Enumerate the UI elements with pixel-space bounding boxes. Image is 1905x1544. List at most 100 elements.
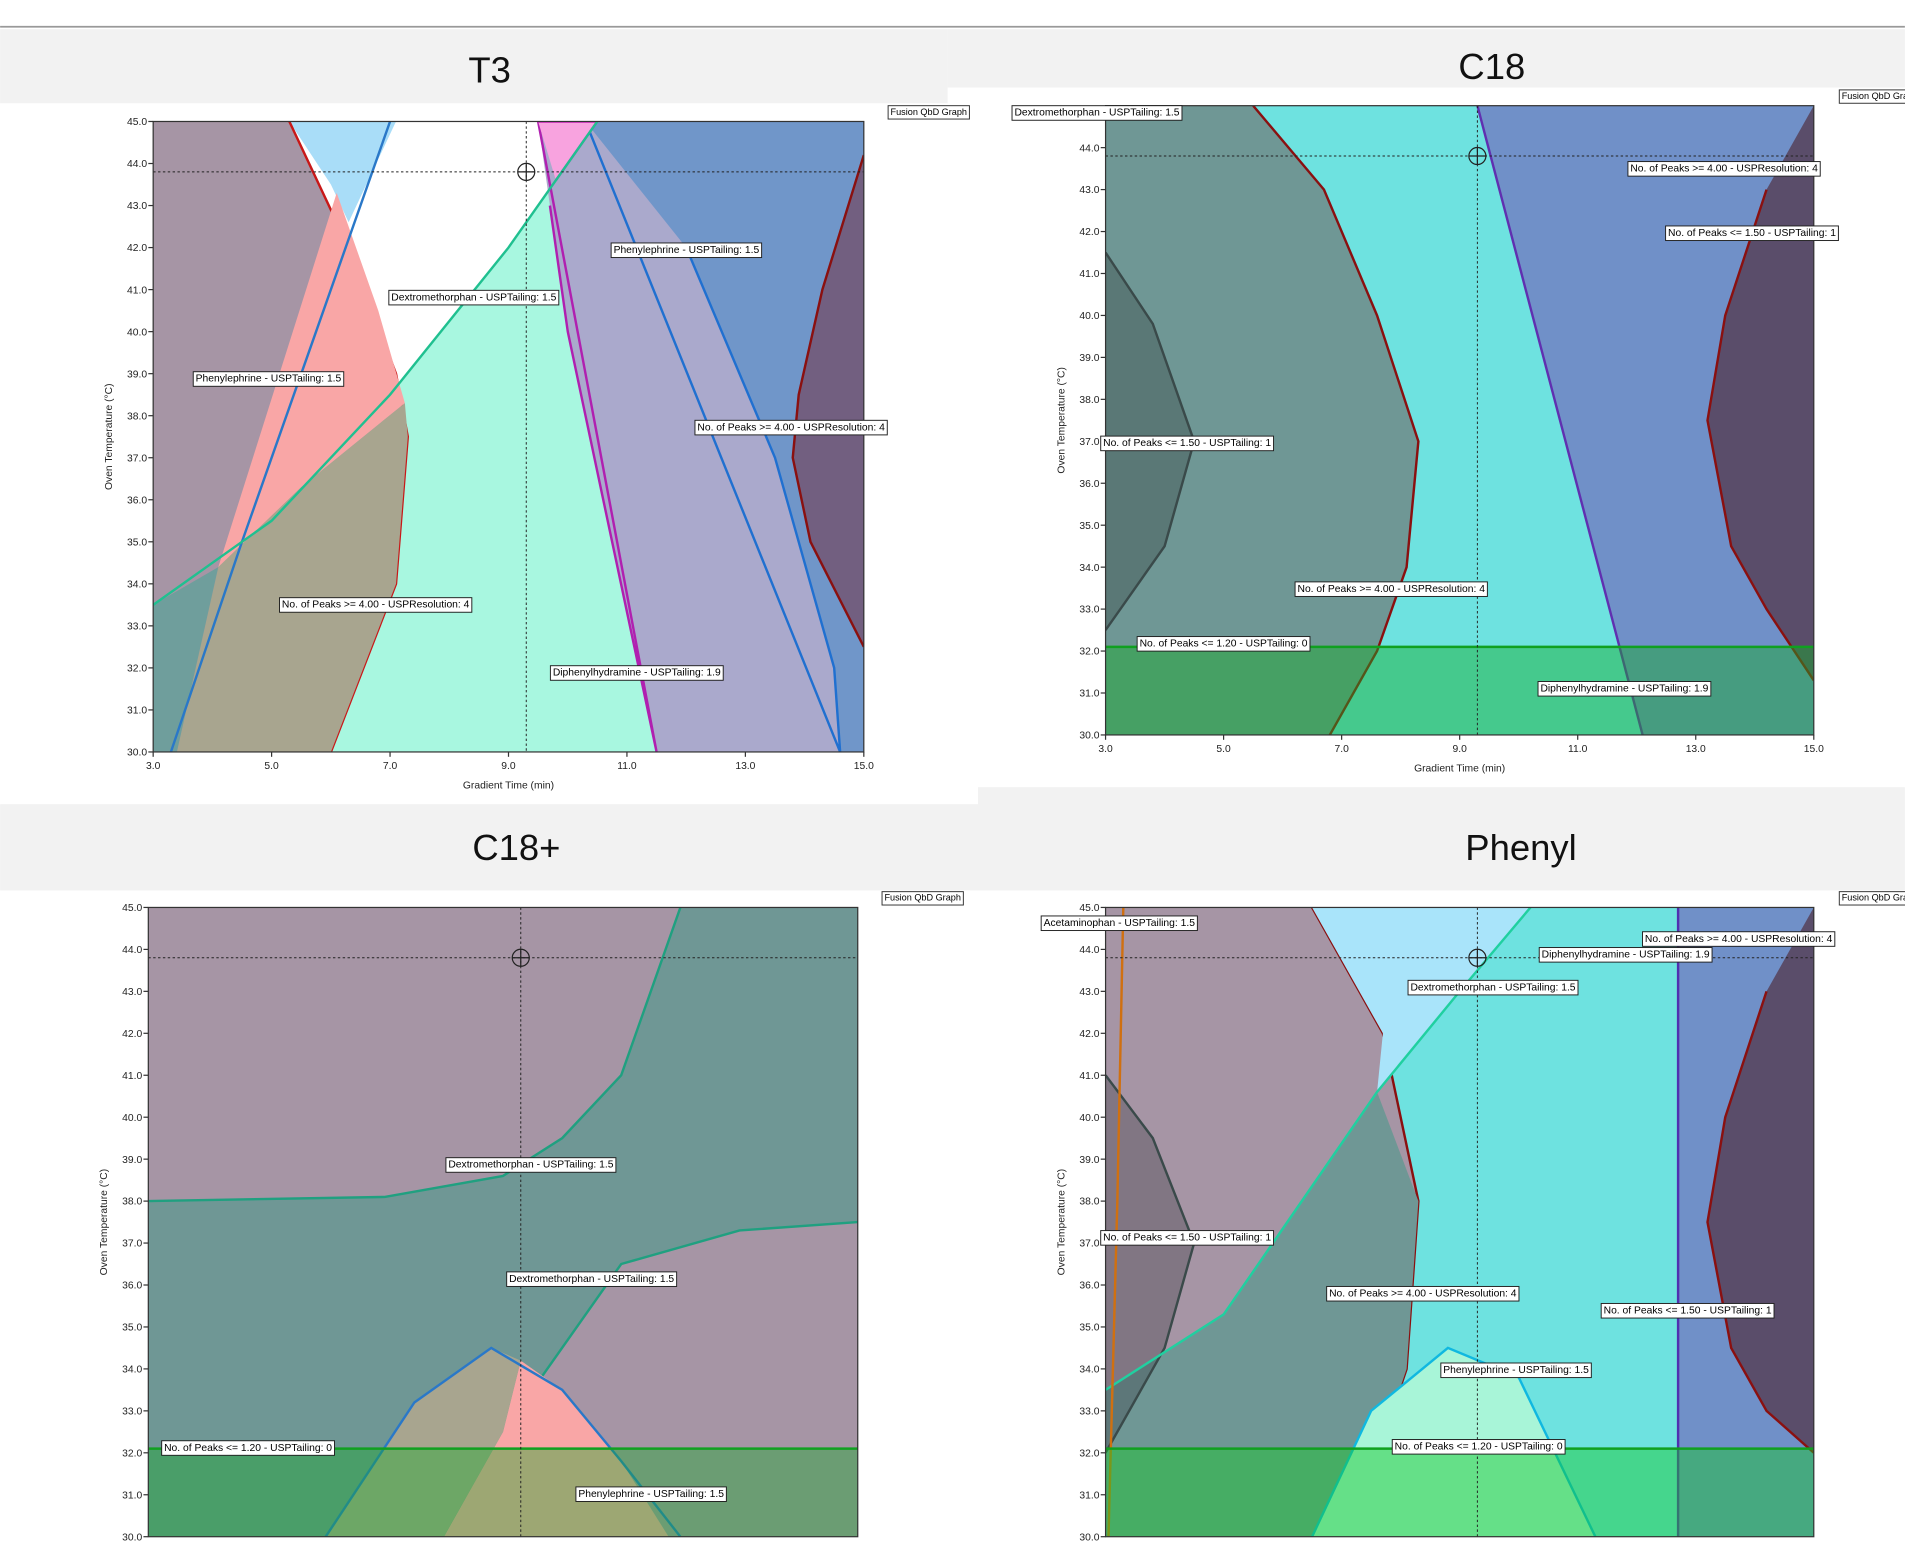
x-axis-label: Gradient Time (min)	[463, 780, 554, 791]
watermark-box	[1838, 891, 1905, 906]
boundary	[1476, 105, 1644, 735]
watermark-box	[1838, 89, 1905, 104]
y-tick-label: 32.0	[122, 1448, 142, 1459]
x-tick-label: 11.0	[1568, 744, 1588, 755]
annotation-text: No. of Peaks >= 4.00 - USPResolution: 4	[282, 600, 470, 611]
watermark-text: Fusion QbD Graph	[891, 107, 967, 117]
y-tick-label: 35.0	[122, 1323, 142, 1334]
title-band	[0, 804, 979, 891]
plot-area	[1105, 105, 1814, 735]
boundary	[536, 121, 658, 752]
annotation-box	[1627, 161, 1821, 177]
x-tick-label: 7.0	[383, 761, 398, 772]
chart-panel: C18+ 30.0 31.0 32.0 33.0 34.0 35.0 36.0 37.0 38.0…	[99, 827, 964, 1543]
y-axis-label: Oven Temperature (°C)	[1056, 367, 1067, 474]
annotation-text: No. of Peaks <= 1.50 - USPTailing: 1	[1604, 1305, 1772, 1316]
y-tick-label: 36.0	[127, 495, 147, 506]
region	[1105, 646, 1814, 735]
annotation-text: No. of Peaks <= 1.50 - USPTailing: 1	[1668, 228, 1836, 239]
annotation-text: No. of Peaks >= 4.00 - USPResolution: 4	[1298, 584, 1486, 595]
y-tick-label: 39.0	[1079, 1155, 1099, 1166]
region	[148, 1448, 858, 1537]
region	[176, 403, 408, 752]
region	[792, 155, 864, 647]
annotation-text: Phenylephrine - USPTailing: 1.5	[614, 245, 760, 256]
plot-frame	[1104, 906, 1815, 1538]
annotation-text: No. of Peaks >= 4.00 - USPResolution: 4	[1329, 1288, 1517, 1299]
y-tick-label: 39.0	[127, 369, 147, 380]
chart-title: C18+	[472, 827, 560, 868]
y-tick-label: 36.0	[1079, 1281, 1099, 1292]
y-tick-label: 34.0	[127, 579, 147, 590]
annotation: No. of Peaks <= 1.20 - USPTailing: 0	[1391, 1439, 1566, 1455]
chart-title: T3	[468, 50, 511, 91]
y-tick-label: 41.0	[122, 1071, 142, 1082]
y-tick-label: 38.0	[1079, 1197, 1099, 1208]
y-tick-label: 32.0	[1079, 647, 1099, 658]
annotation-text: Phenylephrine - USPTailing: 1.5	[196, 374, 342, 385]
annotation-text: Dextromethorphan - USPTailing: 1.5	[509, 1274, 674, 1285]
x-axis-label: Gradient Time (min)	[1414, 763, 1505, 774]
x-tick-label: 3.0	[1098, 744, 1113, 755]
annotation-text: Diphenylhydramine - USPTailing: 1.9	[1540, 684, 1708, 695]
annotation-text: Phenylephrine - USPTailing: 1.5	[1443, 1365, 1589, 1376]
x-tick-label: 13.0	[735, 761, 755, 772]
y-tick-label: 44.0	[127, 159, 147, 170]
annotation-text: Phenylephrine - USPTailing: 1.5	[578, 1489, 724, 1500]
annotation-text: No. of Peaks <= 1.20 - USPTailing: 0	[1140, 639, 1308, 650]
annotation-text: No. of Peaks <= 1.20 - USPTailing: 0	[1395, 1442, 1563, 1453]
watermark-box	[881, 891, 964, 906]
annotation: No. of Peaks <= 1.20 - USPTailing: 0	[161, 1440, 335, 1456]
title-band	[978, 787, 1905, 891]
watermark-box	[887, 105, 970, 120]
chart-panel: T3 30.0 31.0 32.0 33.0 34.0 35.0 36.0 37.0 38.0 39…	[104, 50, 970, 791]
y-tick-label: 41.0	[127, 285, 147, 296]
annotation-box	[1011, 105, 1183, 121]
y-tick-label: 35.0	[127, 537, 147, 548]
annotation: No. of Peaks <= 1.50 - USPTailing: 1	[1600, 1302, 1775, 1319]
y-tick-label: 43.0	[127, 201, 147, 212]
annotation: Dextromethorphan - USPTailing: 1.5	[445, 1157, 617, 1173]
x-tick-label: 9.0	[1453, 744, 1468, 755]
y-tick-label: 31.0	[1079, 1490, 1099, 1501]
annotation-box	[1391, 1439, 1566, 1455]
region	[1105, 105, 1419, 735]
y-tick-label: 45.0	[122, 903, 142, 914]
watermark-text: Fusion QbD Graph	[884, 893, 960, 903]
y-tick-label: 30.0	[1079, 731, 1099, 742]
annotation: Phenylephrine - USPTailing: 1.5	[192, 371, 345, 387]
annotation-box	[161, 1440, 335, 1456]
annotation: No. of Peaks <= 1.20 - USPTailing: 0	[1136, 636, 1311, 652]
x-tick-label: 11.0	[617, 761, 637, 772]
annotation-box	[1100, 435, 1275, 452]
watermark: Fusion QbD Graph	[881, 891, 964, 906]
y-tick-label: 33.0	[1079, 605, 1099, 616]
y-tick-label: 38.0	[1079, 395, 1099, 406]
annotation-box	[1040, 915, 1198, 932]
annotation: No. of Peaks <= 1.50 - USPTailing: 1	[1665, 225, 1839, 242]
annotation: No. of Peaks <= 1.50 - USPTailing: 1	[1100, 435, 1275, 452]
y-tick-label: 38.0	[127, 411, 147, 422]
y-tick-label: 42.0	[122, 1029, 142, 1040]
y-axis-label: Oven Temperature (°C)	[104, 383, 115, 490]
annotation-box	[279, 597, 473, 613]
annotation: No. of Peaks >= 4.00 - USPResolution: 4	[694, 419, 888, 436]
region	[1477, 105, 1814, 735]
region	[1312, 907, 1531, 1092]
annotation-text: Dextromethorphan - USPTailing: 1.5	[448, 1160, 613, 1171]
y-tick-label: 42.0	[1079, 227, 1099, 238]
annotation-text: Acetaminophan - USPTailing: 1.5	[1044, 918, 1196, 929]
boundary	[324, 1346, 682, 1537]
x-tick-label: 5.0	[1216, 744, 1231, 755]
boundary	[1310, 1346, 1597, 1537]
watermark-text: Fusion QbD Graph	[1842, 893, 1905, 903]
y-tick-label: 37.0	[1079, 437, 1099, 448]
watermark: Fusion QbD Graph	[887, 105, 970, 120]
y-tick-label: 32.0	[127, 664, 147, 675]
y-tick-label: 40.0	[122, 1113, 142, 1124]
annotation-text: No. of Peaks <= 1.50 - USPTailing: 1	[1103, 438, 1271, 449]
chart-panel: C18 30.0 31.0 32.0 33.0 34.0 35.0 36.0 37.0 38.0 3…	[1011, 46, 1905, 774]
annotation-text: Dextromethorphan - USPTailing: 1.5	[1014, 108, 1179, 119]
y-tick-label: 42.0	[127, 243, 147, 254]
boundary	[1107, 907, 1125, 1537]
